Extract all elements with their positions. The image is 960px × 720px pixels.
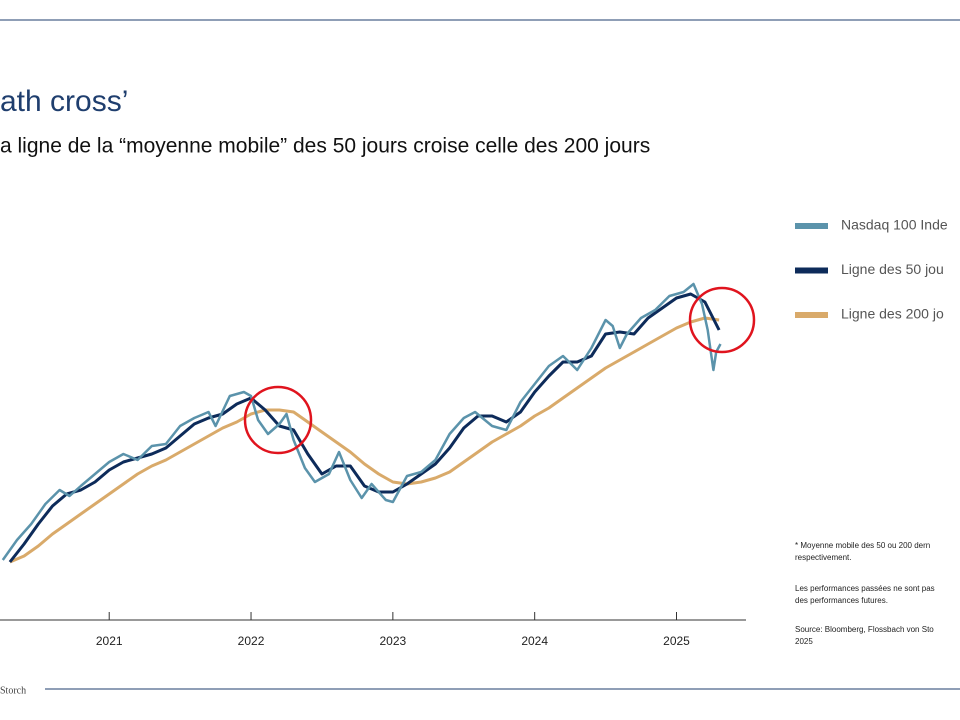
x-tick-label: 2025 bbox=[663, 634, 690, 648]
series-line bbox=[8, 292, 721, 563]
legend-swatch bbox=[795, 267, 828, 274]
footnote: des performances futures. bbox=[795, 596, 888, 605]
x-tick-label: 2023 bbox=[380, 634, 407, 648]
x-tick-label: 2024 bbox=[521, 634, 548, 648]
legend-label: Nasdaq 100 Inde bbox=[841, 217, 948, 233]
legend-label: Ligne des 200 jo bbox=[841, 306, 944, 322]
footnote: respectivement. bbox=[795, 553, 851, 562]
highlight-circle bbox=[688, 286, 756, 354]
legend-swatch bbox=[795, 223, 828, 229]
footnote: * Moyenne mobile des 50 ou 200 dern bbox=[795, 541, 930, 550]
series-line bbox=[1, 282, 722, 561]
footnote: 2025 bbox=[795, 637, 813, 646]
title: ath cross’ bbox=[0, 85, 128, 118]
highlight-circle bbox=[243, 385, 313, 455]
legend-swatch bbox=[795, 312, 828, 318]
series-line bbox=[9, 316, 720, 564]
subtitle: a ligne de la “moyenne mobile” des 50 jo… bbox=[0, 135, 650, 158]
x-tick-label: 2021 bbox=[96, 634, 123, 648]
footnote: Source: Bloomberg, Flossbach von Sto bbox=[795, 625, 934, 634]
footnote: Les performances passées ne sont pas bbox=[795, 584, 935, 593]
plot bbox=[1, 282, 722, 564]
x-tick-label: 2022 bbox=[238, 634, 265, 648]
legend-label: Ligne des 50 jou bbox=[841, 261, 944, 277]
footer: Storch bbox=[0, 685, 26, 696]
